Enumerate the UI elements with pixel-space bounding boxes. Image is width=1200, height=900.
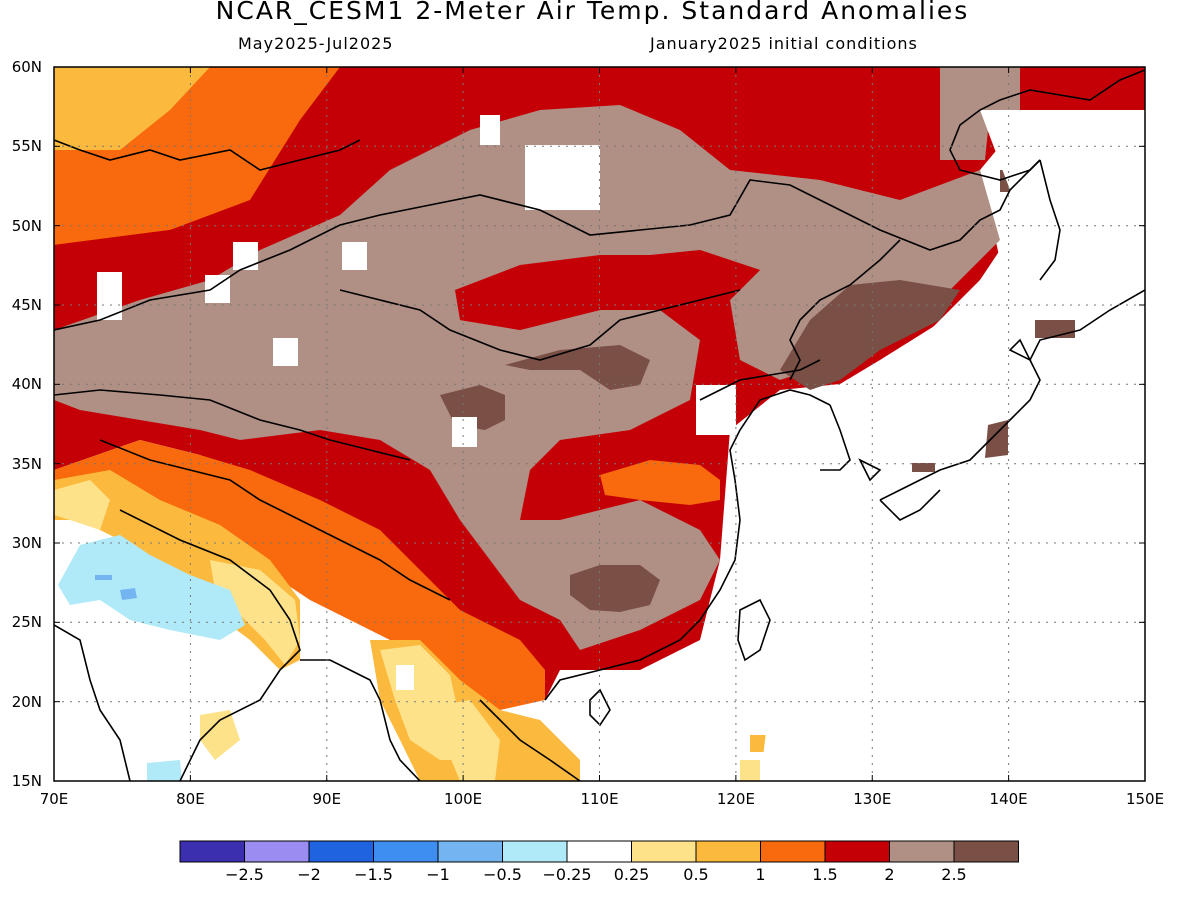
colorbar-swatch (308, 840, 374, 863)
lon-tick-label: 90E (313, 790, 342, 808)
latitude-axis: 15N 20N 25N 30N 35N 40N 45N 50N 55N 60N (12, 58, 42, 790)
gridlines (54, 67, 1145, 781)
lon-tick-label: 150E (1126, 790, 1164, 808)
longitude-axis: 70E 80E 90E 100E 110E 120E 130E 140E 150… (40, 790, 1164, 808)
colorbar-label: 0.25 (614, 865, 650, 884)
lat-tick-label: 35N (12, 455, 42, 473)
colorbar-label: −0.5 (483, 865, 522, 884)
anomaly-fill-layer (54, 67, 1145, 781)
colorbar-swatch (179, 840, 245, 863)
lat-tick-label: 15N (12, 772, 42, 790)
lat-tick-label: 30N (12, 534, 42, 552)
colorbar-label: 2.5 (941, 865, 966, 884)
colorbar-label: −2.5 (225, 865, 264, 884)
lat-tick-label: 25N (12, 613, 42, 631)
lon-tick-label: 120E (717, 790, 755, 808)
colorbar-label: −2 (297, 865, 321, 884)
lon-tick-label: 130E (853, 790, 891, 808)
map-title: NCAR_CESM1 2-Meter Air Temp. Standard An… (215, 0, 970, 25)
lon-tick-label: 80E (176, 790, 205, 808)
coastline-layer (54, 69, 1145, 781)
colorbar-label: 1.5 (812, 865, 837, 884)
colorbar-swatch (953, 840, 1019, 863)
axis-ticks (53, 66, 1146, 782)
colorbar-swatch (631, 840, 697, 863)
colorbar-label: 0.5 (683, 865, 708, 884)
colorbar-swatch (437, 840, 503, 863)
lat-tick-label: 45N (12, 296, 42, 314)
lat-tick-label: 55N (12, 137, 42, 155)
lat-tick-label: 60N (12, 58, 42, 76)
lat-tick-label: 50N (12, 217, 42, 235)
lon-tick-label: 110E (580, 790, 618, 808)
colorbar-label: −1.5 (354, 865, 393, 884)
lat-tick-label: 40N (12, 375, 42, 393)
colorbar-swatch (373, 840, 439, 863)
colorbar-label: −0.25 (542, 865, 591, 884)
colorbar-label: 2 (884, 865, 894, 884)
colorbar-label: 1 (755, 865, 765, 884)
forecast-period: May2025-Jul2025 (238, 34, 394, 53)
lat-tick-label: 20N (12, 693, 42, 711)
colorbar-swatch (244, 840, 310, 863)
colorbar-swatch (760, 840, 826, 863)
lon-tick-label: 140E (990, 790, 1028, 808)
colorbar-swatch (566, 840, 632, 863)
lon-tick-label: 70E (40, 790, 69, 808)
colorbar: −2.5 −2 −1.5 −1 −0.5 −0.25 0.25 0.5 1 1.5 2 2.5 (179, 840, 1019, 884)
initial-conditions: January2025 initial conditions (650, 34, 918, 53)
colorbar-label: −1 (426, 865, 450, 884)
lon-tick-label: 100E (444, 790, 482, 808)
colorbar-swatch (695, 840, 761, 863)
colorbar-swatch (502, 840, 568, 863)
colorbar-swatch (824, 840, 890, 863)
colorbar-swatch (889, 840, 955, 863)
